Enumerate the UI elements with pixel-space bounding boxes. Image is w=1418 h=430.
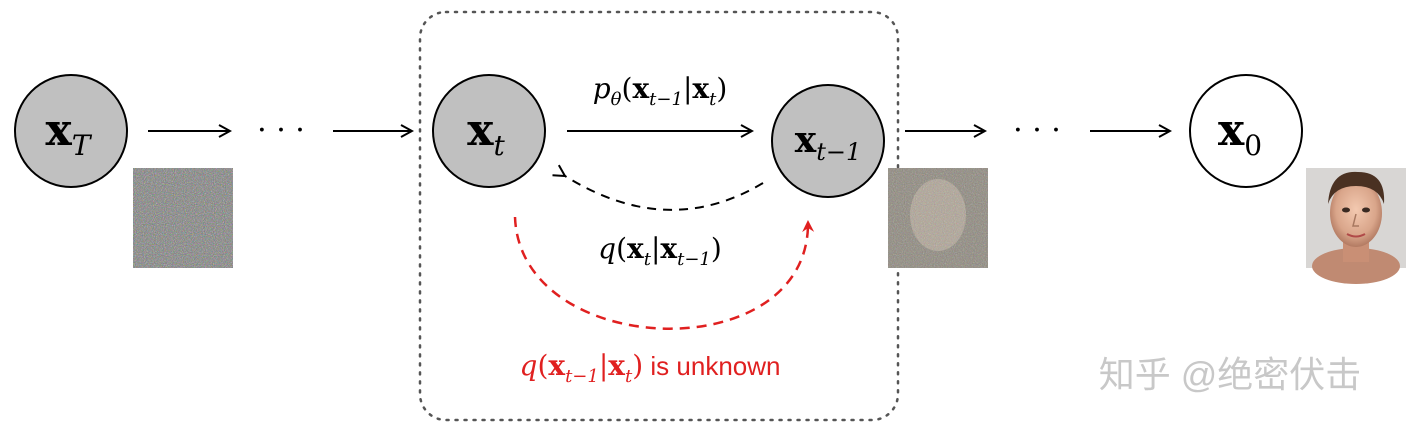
dashed-arrow-forward-q [565,176,764,211]
red-dashed-arrow-unknown [513,216,815,330]
noise-image [133,168,233,268]
node-xT-label: xT [46,105,93,162]
watermark-text: 知乎 @绝密伏击 [1099,354,1362,395]
node-xT: xT [14,74,128,188]
node-xt-label: xt [467,105,505,162]
face-photo [1306,168,1406,284]
node-xt1-label: xt−1 [795,119,862,166]
partially-denoised-face-image [888,168,988,268]
ellipsis-right: · · · [1013,113,1061,148]
reverse-process-label: pθ(xt−1|xt) [593,72,728,110]
ellipsis-left: · · · [257,113,305,148]
node-xt-circle [432,74,546,188]
node-x0-circle [1189,74,1303,188]
node-x0-label: x0 [1218,105,1262,162]
node-xt: xt [432,74,546,188]
forward-process-label: q(xt|xt−1) [598,232,722,270]
node-x0: x0 [1189,74,1303,188]
node-xt1: xt−1 [771,84,885,198]
node-xt1-circle [771,84,885,198]
node-xT-circle [14,74,128,188]
unknown-posterior-label: q(xt−1|xt) is unknown [520,349,781,387]
